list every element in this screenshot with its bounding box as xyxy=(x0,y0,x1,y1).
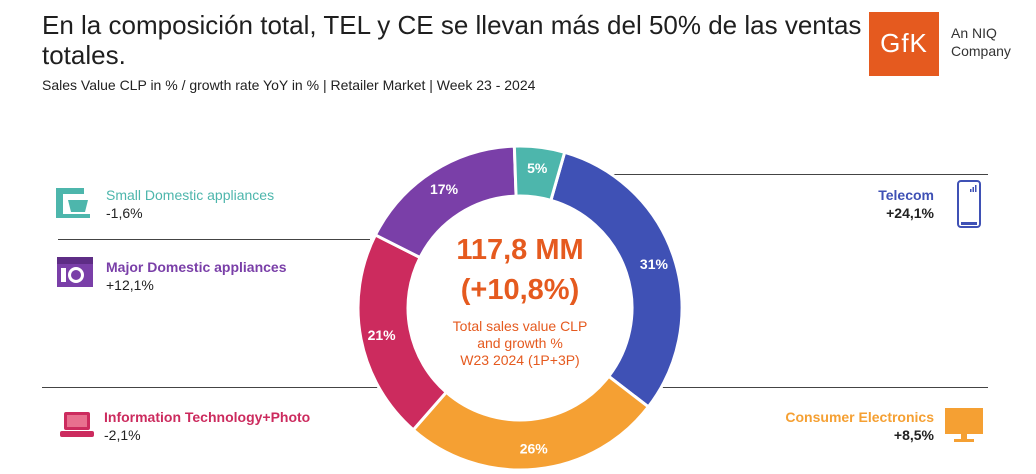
divider-top-left xyxy=(58,239,370,240)
logo-tagline-line2: Company xyxy=(951,43,1011,59)
category-growth: +12,1% xyxy=(106,277,154,293)
center-caption: Total sales value CLP and growth % W23 2… xyxy=(420,318,620,369)
donut-slice-label: 17% xyxy=(430,181,459,197)
center-caption-line3: W23 2024 (1P+3P) xyxy=(460,352,580,368)
divider-top-right xyxy=(470,174,988,175)
donut-slice-label: 5% xyxy=(527,160,548,176)
page-title: En la composición total, TEL y CE se lle… xyxy=(42,10,862,70)
category-growth: -2,1% xyxy=(104,427,141,443)
category-name: Information Technology+Photo xyxy=(104,409,311,425)
total-growth: (+10,8%) xyxy=(460,274,580,306)
donut-slice-small-domestic-appliances xyxy=(512,144,567,203)
category-telecom: Telecom +24,1% xyxy=(800,186,934,222)
laptop-icon xyxy=(60,412,94,437)
smartphone-icon xyxy=(957,180,981,228)
category-major-domestic: Major Domestic appliances +12,1% xyxy=(106,258,287,294)
category-name: Small Domestic appliances xyxy=(106,187,275,203)
category-small-domestic: Small Domestic appliances -1,6% xyxy=(106,186,274,222)
washing-machine-icon xyxy=(57,257,93,287)
category-growth: +24,1% xyxy=(886,205,934,221)
logo-tagline-line1: An NIQ xyxy=(951,25,997,41)
category-growth: -1,6% xyxy=(106,205,143,221)
category-name: Telecom xyxy=(878,187,934,203)
total-value: 117,8 MM xyxy=(456,234,584,266)
logo-tagline: An NIQ Company xyxy=(951,24,1011,60)
donut-slice-label: 26% xyxy=(520,440,549,456)
donut-slice-telecom xyxy=(549,150,684,409)
category-name: Consumer Electronics xyxy=(785,409,934,425)
divider-bottom-right xyxy=(660,387,988,388)
divider-bottom-left xyxy=(42,387,382,388)
category-growth: +8,5% xyxy=(893,427,934,443)
tv-icon xyxy=(945,408,983,442)
center-caption-line2: and growth % xyxy=(477,335,563,351)
donut-slice-label: 31% xyxy=(640,256,669,272)
category-information-technology: Information Technology+Photo -2,1% xyxy=(104,408,310,444)
category-name: Major Domestic appliances xyxy=(106,259,287,275)
mixer-icon xyxy=(56,188,90,218)
gfk-logo-text: GfK xyxy=(880,28,928,58)
gfk-logo: GfK xyxy=(869,12,939,76)
donut-slice-label: 21% xyxy=(368,327,397,343)
category-consumer-electronics: Consumer Electronics +8,5% xyxy=(730,408,934,444)
page-subtitle: Sales Value CLP in % / growth rate YoY i… xyxy=(42,77,536,93)
center-caption-line1: Total sales value CLP xyxy=(452,318,588,334)
